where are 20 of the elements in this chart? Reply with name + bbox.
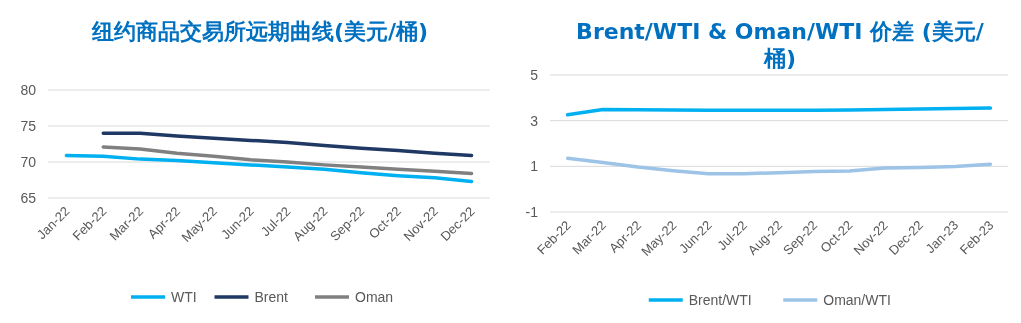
legend-label: WTI: [171, 289, 197, 305]
line-series: [101, 145, 474, 176]
y-tick-label: 5: [530, 67, 539, 83]
line-series: [565, 156, 993, 176]
y-tick-label: 75: [20, 118, 37, 134]
legend-label: Oman/WTI: [823, 292, 891, 308]
y-tick-label: 1: [530, 158, 539, 175]
legend-label: Oman: [355, 289, 394, 305]
y-tick-label: 65: [20, 190, 37, 206]
y-tick-label: 70: [20, 154, 37, 170]
chart-title: Brent/WTI & Oman/WTI 价差 (美元/桶): [575, 18, 985, 72]
line-series: [64, 153, 474, 184]
line-series: [101, 131, 474, 158]
legend-label: Brent: [254, 289, 289, 305]
y-tick-label: 3: [530, 112, 539, 129]
chart-title: 纽约商品交易所远期曲线(美元/桶): [90, 18, 430, 45]
y-tick-label: -1: [525, 204, 539, 220]
y-tick-label: 80: [20, 82, 37, 98]
line-series: [565, 106, 993, 117]
legend-label: Brent/WTI: [688, 292, 752, 308]
